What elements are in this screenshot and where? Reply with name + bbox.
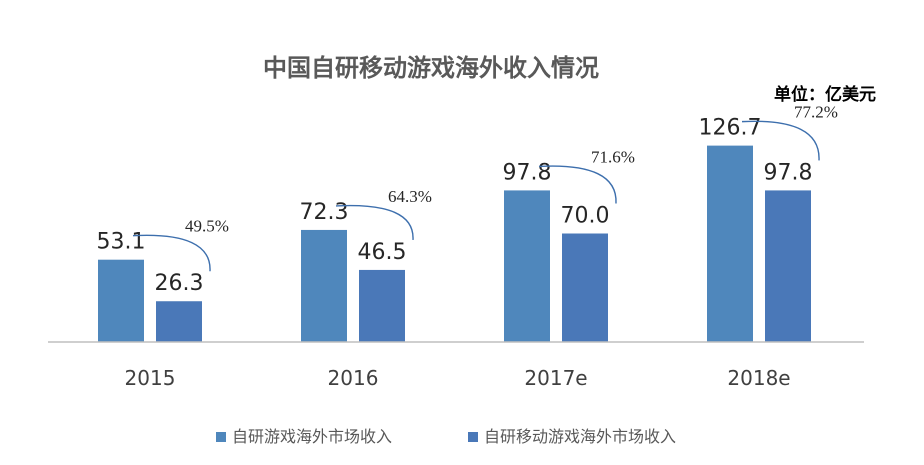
data-label-s1-2016: 72.3 [300, 200, 349, 225]
legend-label-s1: 自研游戏海外市场收入 [232, 427, 392, 446]
ratio-label-2017e: 71.6% [591, 147, 635, 166]
bar-s2-2015 [156, 301, 202, 342]
bar-s1-2015 [98, 259, 144, 342]
x-tick-label-2016: 2016 [328, 366, 379, 390]
chart-title: 中国自研移动游戏海外收入情况 [263, 53, 599, 82]
ratio-label-2018e: 77.2% [794, 103, 838, 122]
legend-swatch-s2 [468, 432, 478, 442]
x-tick-label-2017e: 2017e [524, 366, 587, 390]
ratio-arc-2015 [132, 234, 211, 272]
ratio-arc-2016 [335, 204, 414, 240]
ratio-label-2015: 49.5% [185, 217, 229, 236]
bar-s2-2018e [765, 190, 811, 342]
ratio-label-2016: 64.3% [388, 187, 432, 206]
legend-label-s2: 自研移动游戏海外市场收入 [484, 427, 676, 446]
data-label-s2-2018e: 97.8 [764, 160, 813, 185]
x-tick-label-2015: 2015 [125, 366, 176, 390]
ratio-arc-2017e [538, 165, 617, 204]
unit-label: 单位：亿美元 [774, 84, 876, 105]
data-label-s2-2015: 26.3 [155, 271, 204, 296]
bar-s2-2016 [359, 269, 405, 342]
legend: 自研游戏海外市场收入 自研移动游戏海外市场收入 [216, 427, 676, 446]
x-tick-label-2018e: 2018e [727, 366, 790, 390]
data-label-s1-2015: 53.1 [97, 230, 146, 255]
bar-s2-2017e [562, 233, 608, 342]
bar-s1-2017e [504, 190, 550, 342]
data-label-s1-2018e: 126.7 [699, 116, 762, 141]
data-label-s2-2017e: 70.0 [561, 204, 610, 229]
bar-s1-2018e [707, 145, 753, 342]
ratio-arc-2018e [741, 120, 820, 161]
plot-area: 53.1 26.3 49.5% 2015 72.3 46.5 64.3% 2016 97.8 70… [97, 103, 838, 390]
data-label-s1-2017e: 97.8 [503, 160, 552, 185]
legend-swatch-s1 [216, 432, 226, 442]
bar-s1-2016 [301, 229, 347, 342]
data-label-s2-2016: 46.5 [358, 240, 407, 265]
